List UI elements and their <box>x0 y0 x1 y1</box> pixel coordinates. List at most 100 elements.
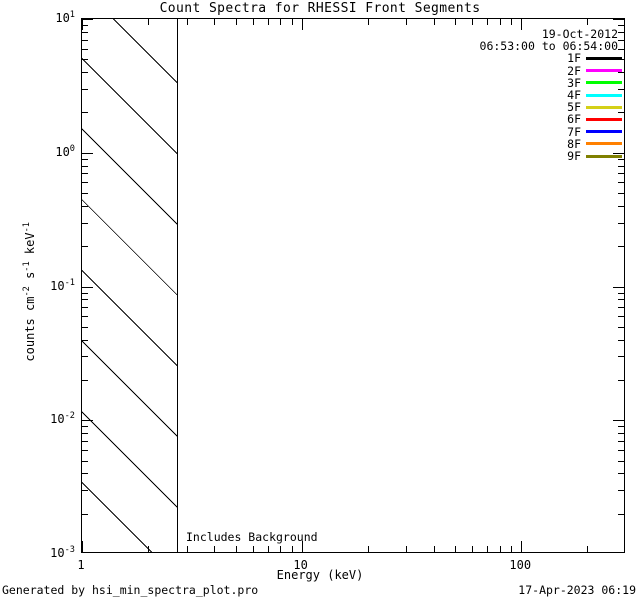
y-minor-tick-right <box>618 88 624 90</box>
x-minor-tick <box>186 546 188 552</box>
legend-entry-color-swatch <box>586 69 622 73</box>
legend-entry[interactable]: 3F <box>430 77 622 89</box>
x-minor-tick <box>455 546 457 552</box>
legend-entry[interactable]: 8F <box>430 138 622 150</box>
legend-entry-color-swatch <box>586 117 622 121</box>
legend-entry-color-swatch <box>586 93 622 97</box>
legend-entry-color-swatch <box>586 105 622 109</box>
y-minor-tick-right <box>618 440 624 442</box>
y-minor-tick <box>82 112 88 114</box>
legend-time-range: 06:53:00 to 06:54:00 <box>479 39 618 54</box>
x-tick-label: 1 <box>77 558 85 572</box>
y-minor-tick <box>82 426 88 428</box>
x-minor-tick <box>511 546 513 552</box>
x-major-tick <box>82 541 83 552</box>
footer-timestamp: 17-Apr-2023 06:19 <box>518 583 636 597</box>
y-minor-tick <box>82 513 88 515</box>
x-minor-tick <box>280 546 282 552</box>
page-title: Count Spectra for RHESSI Front Segments <box>159 1 481 16</box>
y-minor-tick <box>82 72 88 74</box>
y-minor-tick-right <box>618 39 624 41</box>
y-minor-tick <box>82 490 88 492</box>
y-tick-label: 100 <box>55 143 75 159</box>
y-major-tick <box>82 286 93 288</box>
x-minor-tick <box>367 546 369 552</box>
x-minor-tick-top <box>186 19 188 25</box>
legend-entry[interactable]: 9F <box>430 150 622 162</box>
legend-entry[interactable]: 1F <box>430 52 622 65</box>
legend-entry[interactable]: 5F <box>430 101 622 113</box>
legend-entry[interactable]: 6F <box>430 113 622 126</box>
legend-entry[interactable]: 2F <box>430 63 622 78</box>
x-minor-tick <box>587 546 589 552</box>
x-major-tick-top <box>82 19 83 30</box>
legend-entry[interactable]: 7F <box>430 124 622 139</box>
x-minor-tick-top <box>235 19 237 25</box>
y-minor-tick-right <box>618 193 624 194</box>
legend-entry-label: 7F <box>567 124 581 139</box>
y-minor-tick <box>82 173 88 175</box>
x-major-tick-top <box>301 19 303 30</box>
x-minor-tick-top <box>252 19 254 25</box>
y-minor-tick <box>82 460 88 462</box>
y-minor-tick <box>82 307 88 309</box>
legend-entry-label: 4F <box>567 87 581 102</box>
x-tick-label: 10 <box>293 558 308 572</box>
y-tick-label: 10-2 <box>50 411 75 427</box>
y-minor-tick-right <box>618 307 624 309</box>
legend-entry-list: 1F 2F 3F 4F 5F 6F 7F 8F 9F <box>430 52 622 162</box>
y-minor-tick <box>82 48 88 50</box>
x-minor-tick-top <box>280 19 282 25</box>
x-minor-tick <box>214 546 216 552</box>
y-minor-tick <box>82 440 88 442</box>
y-minor-tick <box>82 356 88 358</box>
legend-entry-label: 9F <box>567 148 581 163</box>
plot-annotation: Includes Background Att A0, FDecim 2 <box>186 506 318 552</box>
y-minor-tick-right <box>618 356 624 358</box>
y-minor-tick <box>82 299 88 301</box>
x-major-tick <box>301 541 303 552</box>
x-minor-tick <box>291 546 293 552</box>
y-minor-tick-right <box>618 460 624 462</box>
legend-entry[interactable]: 4F <box>430 89 622 101</box>
y-minor-tick-right <box>618 112 624 114</box>
y-minor-tick <box>82 205 88 207</box>
y-major-tick-right <box>613 152 624 154</box>
y-minor-tick-right <box>618 292 624 294</box>
x-minor-tick <box>433 546 435 552</box>
x-major-tick <box>521 541 523 552</box>
y-major-tick-right <box>613 19 624 20</box>
legend-entry-label: 2F <box>567 63 581 78</box>
y-minor-tick <box>82 193 88 194</box>
x-minor-tick-top <box>291 19 293 25</box>
legend-entry-color-swatch <box>586 57 622 60</box>
y-major-tick <box>82 152 93 154</box>
y-minor-tick <box>82 88 88 90</box>
y-minor-tick-right <box>618 48 624 50</box>
legend-entry-label: 5F <box>567 100 581 115</box>
y-minor-tick <box>82 59 88 61</box>
plot-area: Includes Background Att A0, FDecim 2 <box>81 18 625 553</box>
x-minor-tick <box>499 546 501 552</box>
legend-date: 19-Oct-2012 <box>541 27 618 41</box>
y-minor-tick <box>82 292 88 294</box>
y-minor-tick <box>82 165 88 167</box>
x-minor-tick <box>252 546 254 552</box>
x-minor-tick-top <box>499 19 501 25</box>
y-tick-label: 10-1 <box>50 277 75 293</box>
y-major-tick <box>82 420 93 422</box>
y-tick-label: 10-3 <box>50 545 75 560</box>
y-minor-tick-right <box>618 379 624 381</box>
y-minor-tick-right <box>618 25 624 27</box>
y-minor-tick-right <box>618 205 624 207</box>
y-minor-tick-right <box>618 513 624 515</box>
y-major-tick-right <box>613 420 624 422</box>
x-minor-tick-top <box>433 19 435 25</box>
y-minor-tick-right <box>618 316 624 318</box>
footer-generator-text: Generated by hsi_min_spectra_plot.pro <box>2 583 259 597</box>
y-minor-tick <box>82 25 88 27</box>
excluded-energy-hatch-region <box>82 19 178 552</box>
y-minor-tick <box>82 182 88 184</box>
legend-entry-label: 3F <box>567 75 581 90</box>
y-tick-label: 101 <box>55 10 75 25</box>
